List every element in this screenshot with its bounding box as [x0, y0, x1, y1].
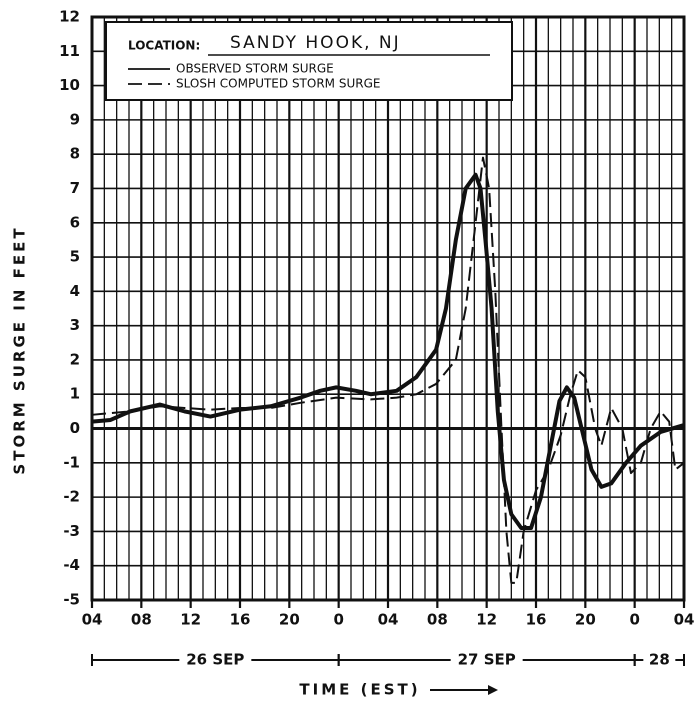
x-tick-label: 16: [230, 611, 251, 629]
y-tick-label: 6: [70, 213, 80, 231]
x-tick-label: 04: [82, 611, 103, 629]
span-gap: [179, 651, 252, 669]
x-tick-label: 20: [575, 611, 596, 629]
y-tick-label: -1: [63, 453, 80, 471]
y-tick-label: 8: [70, 145, 80, 163]
y-tick-label: -3: [63, 522, 80, 540]
legend-box: [105, 21, 513, 101]
y-tick-label: 1: [70, 385, 80, 403]
x-tick-label: 04: [378, 611, 399, 629]
y-tick-label: -4: [63, 556, 80, 574]
span-label: 28: [649, 651, 670, 669]
y-axis-label: STORM SURGE IN FEET: [11, 225, 29, 474]
y-tick-label: 3: [70, 316, 80, 334]
x-tick-label: 04: [674, 611, 695, 629]
y-tick-label: 12: [59, 8, 80, 26]
x-axis-label: TIME (EST): [299, 681, 420, 699]
legend-entry: OBSERVED STORM SURGE: [176, 62, 334, 76]
x-tick-label: 0: [629, 611, 639, 629]
x-tick-label: 16: [526, 611, 547, 629]
y-tick-label: 0: [70, 419, 80, 437]
legend-location: SANDY HOOK, NJ: [230, 33, 401, 53]
legend-entry: SLOSH COMPUTED STORM SURGE: [176, 77, 380, 91]
y-tick-label: 9: [70, 110, 80, 128]
y-tick-label: 7: [70, 179, 80, 197]
span-gap: [643, 651, 676, 669]
plot-frame: [90, 15, 686, 602]
x-tick-label: 12: [476, 611, 497, 629]
span-label: 27 SEP: [458, 651, 516, 669]
span-label: 26 SEP: [186, 651, 244, 669]
x-tick-label: 08: [427, 611, 448, 629]
y-tick-label: -5: [63, 591, 80, 609]
x-tick-label: 08: [131, 611, 152, 629]
y-tick-label: 5: [70, 248, 80, 266]
y-tick-label: 2: [70, 350, 80, 368]
series-line: [91, 156, 685, 584]
span-gap: [450, 651, 523, 669]
y-tick-label: 4: [70, 282, 80, 300]
legend-location-label: LOCATION:: [128, 39, 200, 53]
legend: LOCATION: SANDY HOOK, NJ OBSERVED STORM SU…: [105, 21, 513, 101]
y-tick-label: 11: [59, 42, 80, 60]
grid: [90, 16, 686, 608]
x-tick-label: 12: [180, 611, 201, 629]
x-tick-label: 0: [333, 611, 343, 629]
y-tick-label: 10: [59, 76, 80, 94]
arrow-head: [488, 685, 498, 695]
x-tick-label: 20: [279, 611, 300, 629]
y-tick-label: -2: [63, 488, 80, 506]
